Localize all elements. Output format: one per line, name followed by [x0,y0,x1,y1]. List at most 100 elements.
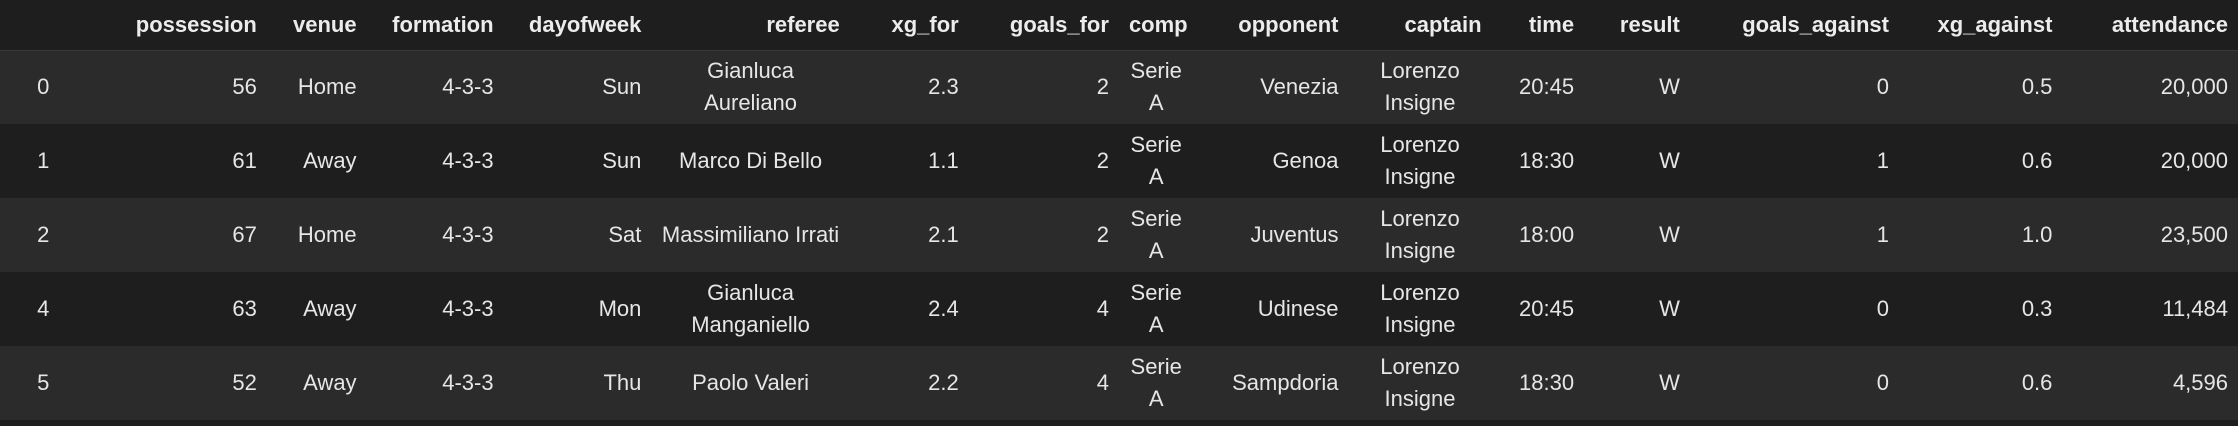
cell-xg-for: 1.1 [849,124,969,198]
column-header-goals-against: goals_against [1689,0,1899,51]
column-header-xg-for: xg_for [849,0,969,51]
cell-comp: Serie A [1118,346,1194,420]
cell-formation: 4-3-3 [366,50,504,124]
cell-dayofweek: Sun [503,50,652,124]
cell-comp: Serie A [1118,272,1194,346]
cell-opponent: Juventus [1193,198,1349,272]
column-header-dayofweek: dayofweek [503,0,652,51]
cell-xg-for: 2.3 [849,50,969,124]
cell-referee: Massimiliano Irrati [651,198,850,272]
column-header-attendance: attendance [2062,0,2238,51]
cell-xg-for: 2.1 [849,198,969,272]
column-header-goals-for: goals_for [968,0,1119,51]
cell-venue: Home [266,198,367,272]
cell-venue: Away [266,346,367,420]
table-row: 1 61 Away 4-3-3 Sun Marco Di Bello 1.1 2… [0,124,2238,198]
cell-referee: Gianluca Manganiello [651,272,850,346]
cell-dayofweek: Sat [503,198,652,272]
cell-result: W [1584,272,1690,346]
cell-possession: 63 [86,272,267,346]
cell-xg-for: 2.2 [849,346,969,420]
table-row: 2 67 Home 4-3-3 Sat Massimiliano Irrati … [0,198,2238,272]
header-row: possession venue formation dayofweek ref… [0,0,2238,51]
cell-comp: Serie A [1118,50,1194,124]
cell-result: W [1584,50,1690,124]
table-row: 4 63 Away 4-3-3 Mon Gianluca Manganiello… [0,272,2238,346]
row-index: 1 [0,124,87,198]
cell-goals-for: 2 [968,198,1119,272]
cell-attendance: 23,500 [2062,198,2238,272]
cell-possession: 61 [86,124,267,198]
column-header-referee: referee [651,0,850,51]
cell-captain: Lorenzo Insigne [1348,346,1492,420]
cell-xg-against: 0.5 [1898,50,2063,124]
row-index: 0 [0,50,87,124]
cell-attendance: 20,000 [2062,50,2238,124]
cell-result: W [1584,124,1690,198]
column-header-xg-against: xg_against [1898,0,2063,51]
cell-goals-against: 1 [1689,198,1899,272]
cell-dayofweek: Thu [503,346,652,420]
cell-goals-for: 2 [968,124,1119,198]
cell-comp: Serie A [1118,124,1194,198]
table-row: 5 52 Away 4-3-3 Thu Paolo Valeri 2.2 4 S… [0,346,2238,420]
cell-possession: 52 [86,346,267,420]
cell-referee: Marco Di Bello [651,124,850,198]
cell-formation: 4-3-3 [366,272,504,346]
cell-attendance: 20,000 [2062,124,2238,198]
cell-xg-against: 0.6 [1898,346,2063,420]
row-index: 2 [0,198,87,272]
cell-goals-against: 0 [1689,346,1899,420]
cell-attendance: 11,484 [2062,272,2238,346]
cell-opponent: Udinese [1193,272,1349,346]
cell-result: W [1584,346,1690,420]
cell-attendance: 4,596 [2062,346,2238,420]
cell-opponent: Sampdoria [1193,346,1349,420]
cell-formation: 4-3-3 [366,346,504,420]
cell-xg-against: 0.3 [1898,272,2063,346]
column-header-possession: possession [86,0,267,51]
cell-venue: Home [266,50,367,124]
cell-referee: Gianluca Aureliano [651,50,850,124]
column-header-result: result [1584,0,1690,51]
cell-possession: 56 [86,50,267,124]
cell-venue: Away [266,272,367,346]
column-header-time: time [1491,0,1585,51]
cell-time: 20:45 [1491,272,1585,346]
cell-goals-for: 4 [968,346,1119,420]
cell-goals-against: 0 [1689,272,1899,346]
cell-dayofweek: Sun [503,124,652,198]
cell-dayofweek: Mon [503,272,652,346]
cell-captain: Lorenzo Insigne [1348,272,1492,346]
cell-possession: 67 [86,198,267,272]
cell-time: 20:45 [1491,50,1585,124]
cell-time: 18:00 [1491,198,1585,272]
cell-goals-against: 1 [1689,124,1899,198]
cell-captain: Lorenzo Insigne [1348,50,1492,124]
cell-xg-against: 1.0 [1898,198,2063,272]
cell-captain: Lorenzo Insigne [1348,198,1492,272]
cell-referee: Paolo Valeri [651,346,850,420]
cell-xg-for: 2.4 [849,272,969,346]
cell-opponent: Venezia [1193,50,1349,124]
cell-goals-for: 2 [968,50,1119,124]
cell-venue: Away [266,124,367,198]
cell-goals-against: 0 [1689,50,1899,124]
cell-xg-against: 0.6 [1898,124,2063,198]
column-header-comp: comp [1118,0,1194,51]
column-header-captain: captain [1348,0,1492,51]
cell-opponent: Genoa [1193,124,1349,198]
row-index: 5 [0,346,87,420]
column-header-venue: venue [266,0,367,51]
cell-formation: 4-3-3 [366,124,504,198]
row-index: 4 [0,272,87,346]
column-header-opponent: opponent [1193,0,1349,51]
cell-formation: 4-3-3 [366,198,504,272]
cell-captain: Lorenzo Insigne [1348,124,1492,198]
cell-time: 18:30 [1491,346,1585,420]
cell-comp: Serie A [1118,198,1194,272]
cell-goals-for: 4 [968,272,1119,346]
index-header [0,0,87,51]
